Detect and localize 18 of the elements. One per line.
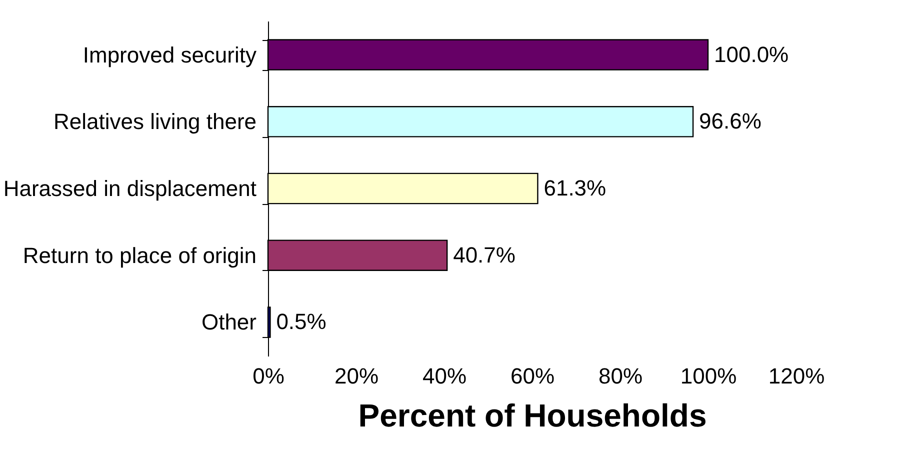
x-tick-label: 0%	[252, 364, 284, 388]
data-label: 40.7%	[453, 242, 516, 268]
data-label: 61.3%	[544, 176, 606, 200]
y-tick-label: Harassed in displacement	[3, 176, 256, 201]
y-tick-label: Relatives living there	[54, 109, 256, 134]
y-tick-label: Other	[201, 310, 256, 335]
x-tick-label: 100%	[680, 364, 737, 388]
y-tick-label: Improved security	[82, 42, 256, 68]
x-tick-label: 20%	[334, 364, 379, 388]
x-tick-label: 120%	[768, 364, 825, 388]
x-axis-title: Percent of Households	[358, 398, 707, 434]
x-tick-label: 40%	[422, 364, 467, 388]
data-label: 96.6%	[699, 108, 762, 134]
x-tick-label: 60%	[510, 364, 555, 388]
y-tick-label: Return to place of origin	[22, 242, 256, 268]
data-label: 0.5%	[276, 309, 326, 334]
x-tick-label: 80%	[598, 364, 643, 388]
data-label: 100.0%	[714, 42, 789, 67]
